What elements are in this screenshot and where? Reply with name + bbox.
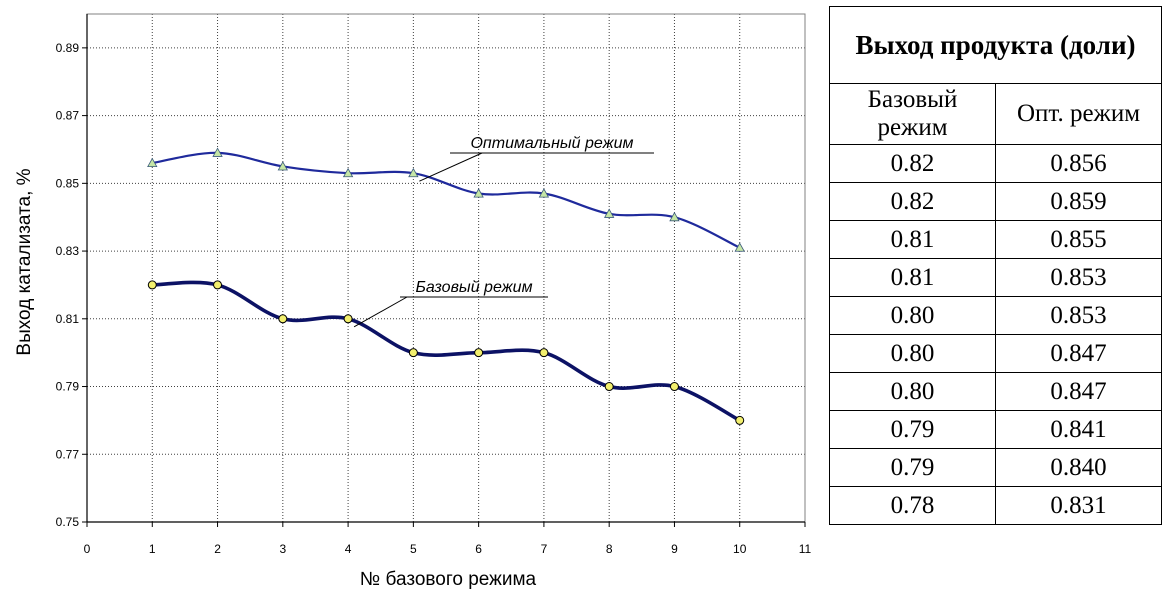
- table-row: 0.82 0.859: [829, 182, 1162, 221]
- table-row: 0.81 0.853: [829, 258, 1162, 297]
- y-tick-labels: 0.75 0.77 0.79 0.81 0.83 0.85 0.87 0.89: [56, 41, 80, 529]
- table-row: 0.80 0.853: [829, 296, 1162, 335]
- data-point-circle: [278, 314, 288, 324]
- table-row: 0.82 0.856: [829, 144, 1162, 183]
- y-axis-label: Выход катализата, %: [14, 168, 35, 355]
- data-point-triangle: [669, 211, 680, 222]
- series-line: [152, 280, 741, 422]
- annotation-callout: Базовый режим: [353, 279, 548, 328]
- series-line: [152, 151, 741, 249]
- y-tick-label: 0.83: [56, 244, 80, 258]
- data-point-triangle: [212, 147, 223, 157]
- cell-base: 0.80: [829, 372, 996, 411]
- data-point-triangle: [408, 167, 419, 178]
- callout-label: Оптимальный режим: [470, 135, 633, 152]
- cell-base: 0.81: [829, 220, 996, 259]
- data-point-triangle: [277, 161, 288, 171]
- yield-table: Выход продукта (доли) Базовый режим Опт.…: [829, 6, 1162, 525]
- table-title: Выход продукта (доли): [829, 6, 1162, 84]
- data-point-circle: [604, 382, 614, 392]
- x-tick-label: 8: [606, 542, 613, 556]
- cell-base: 0.80: [829, 334, 996, 373]
- cell-opt: 0.847: [995, 372, 1162, 411]
- annotations: Оптимальный режим Базовый режим: [353, 135, 654, 328]
- table-row: 0.80 0.847: [829, 372, 1162, 411]
- data-point-circle: [539, 348, 549, 358]
- data-point-triangle: [147, 157, 158, 168]
- series-optimal: [147, 147, 745, 252]
- x-tick-label: 11: [799, 542, 812, 556]
- table-row: 0.80 0.847: [829, 334, 1162, 373]
- grid-lines: [87, 14, 806, 522]
- cell-opt: 0.853: [995, 258, 1162, 297]
- cell-opt: 0.853: [995, 296, 1162, 335]
- column-header-opt: Опт. режим: [995, 83, 1162, 145]
- y-tick-label: 0.89: [56, 41, 80, 55]
- x-axis-label: № базового режима: [360, 569, 537, 590]
- data-point-triangle: [473, 188, 484, 198]
- x-tick-label: 0: [84, 542, 91, 556]
- cell-base: 0.82: [829, 144, 996, 183]
- cell-opt: 0.856: [995, 144, 1162, 183]
- data-point-triangle: [734, 242, 745, 252]
- callout-label: Базовый режим: [415, 279, 532, 296]
- data-point-circle: [213, 280, 223, 290]
- cell-opt: 0.847: [995, 334, 1162, 373]
- plot-area-border: [86, 13, 806, 523]
- line-chart: 0.75 0.77 0.79 0.81 0.83 0.85 0.87 0.89 0 1 2 3 4 5 6…: [14, 13, 812, 590]
- cell-base: 0.79: [829, 448, 996, 487]
- y-tick-label: 0.81: [56, 312, 80, 326]
- series-group: [147, 147, 745, 425]
- table-row: 0.79 0.841: [829, 410, 1162, 449]
- x-tick-label: 1: [149, 542, 156, 556]
- cell-opt: 0.855: [995, 220, 1162, 259]
- series-base: [147, 280, 745, 425]
- y-tick-label: 0.85: [56, 176, 80, 190]
- data-point-triangle: [342, 167, 354, 178]
- table-row: 0.79 0.840: [829, 448, 1162, 487]
- data-point-circle: [408, 348, 418, 358]
- callout-leader: [419, 152, 483, 182]
- annotation-callout: Оптимальный режим: [419, 135, 654, 182]
- data-point-triangle: [538, 188, 550, 198]
- y-tick-label: 0.77: [56, 447, 80, 461]
- yield-table-container: Выход продукта (доли) Базовый режим Опт.…: [829, 6, 1162, 525]
- cell-opt: 0.831: [995, 486, 1162, 525]
- table-row: 0.78 0.831: [829, 486, 1162, 525]
- x-tick-label: 10: [733, 542, 747, 556]
- cell-base: 0.82: [829, 182, 996, 221]
- cell-opt: 0.859: [995, 182, 1162, 221]
- x-tick-label: 6: [475, 542, 482, 556]
- data-point-circle: [343, 314, 353, 324]
- y-tick-label: 0.87: [56, 109, 80, 123]
- x-tick-label: 3: [279, 542, 286, 556]
- cell-opt: 0.841: [995, 410, 1162, 449]
- cell-base: 0.79: [829, 410, 996, 449]
- data-point-circle: [735, 415, 745, 425]
- data-point-circle: [147, 280, 157, 290]
- axes: [82, 13, 806, 527]
- cell-opt: 0.840: [995, 448, 1162, 487]
- x-tick-label: 2: [214, 542, 221, 556]
- cell-base: 0.80: [829, 296, 996, 335]
- x-tick-labels: 0 1 2 3 4 5 6 7 8 9 10 11: [84, 542, 812, 556]
- table-row: 0.81 0.855: [829, 220, 1162, 259]
- y-tick-label: 0.75: [56, 515, 80, 529]
- cell-base: 0.81: [829, 258, 996, 297]
- x-tick-label: 5: [410, 542, 417, 556]
- x-tick-label: 9: [671, 542, 678, 556]
- callout-leader: [353, 296, 408, 328]
- y-tick-label: 0.79: [56, 380, 80, 394]
- x-tick-label: 7: [541, 542, 548, 556]
- data-point-circle: [474, 348, 484, 358]
- x-tick-label: 4: [345, 542, 352, 556]
- data-point-circle: [669, 382, 679, 392]
- cell-base: 0.78: [829, 486, 996, 525]
- data-point-triangle: [604, 208, 615, 218]
- table-body: 0.82 0.856 0.82 0.859 0.81 0.855 0.81 0.853 0.80…: [829, 144, 1162, 525]
- column-header-base: Базовый режим: [829, 83, 996, 145]
